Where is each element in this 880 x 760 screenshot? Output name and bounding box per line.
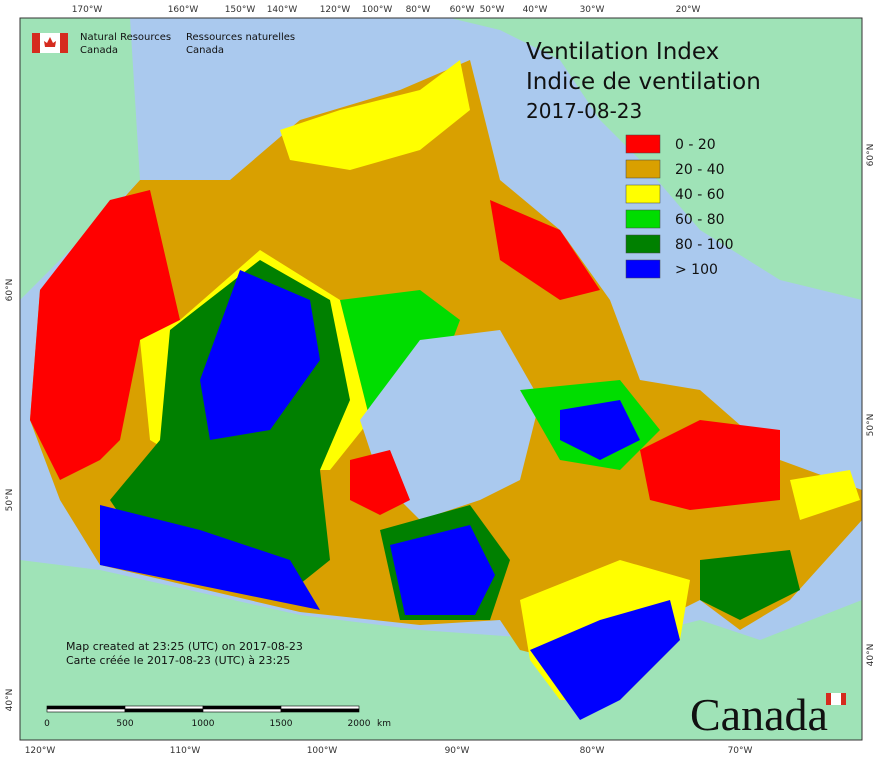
scale-segment (124, 705, 204, 710)
scale-label: 0 (44, 719, 50, 729)
legend-swatch (625, 259, 661, 279)
graticule-label: 20°W (676, 5, 701, 15)
graticule-label: 40°N (5, 689, 15, 712)
graticule-label: 120°W (25, 746, 56, 756)
scale-label: 2000 (348, 719, 371, 729)
logo: Natural Resources Canada Ressources natu… (32, 32, 295, 56)
graticule-label: 100°W (362, 5, 393, 15)
graticule-label: 70°W (728, 746, 753, 756)
graticule-label: 40°W (523, 5, 548, 15)
graticule-label: 160°W (168, 5, 199, 15)
graticule-label: 60°N (866, 144, 876, 167)
scale-label: 1500 (270, 719, 293, 729)
map-frame (19, 17, 863, 741)
region-over-100 (530, 600, 680, 720)
region-0-20 (490, 200, 600, 300)
graticule-label: 140°W (267, 5, 298, 15)
legend-label: 60 - 80 (675, 212, 725, 228)
footer-text: Map created at 23:25 (UTC) on 2017-08-23 (66, 640, 303, 653)
graticule-labels: 170°W 160°W 150°W 140°W 120°W 100°W 80°W 60°W 50… (5, 5, 876, 756)
logo-text: Ressources naturelles (186, 32, 295, 43)
graticule-label: 50°W (480, 5, 505, 15)
scale-segment (280, 705, 360, 710)
scale-segment (280, 708, 360, 713)
legend-label: 40 - 60 (675, 187, 725, 203)
maple-leaf (44, 37, 56, 47)
graticule-label: 40°N (866, 644, 876, 667)
graticule-label: 110°W (170, 746, 201, 756)
logo-text: Canada (80, 45, 118, 56)
scale-segment (124, 708, 204, 713)
legend-swatch (625, 234, 661, 254)
legend-label: 80 - 100 (675, 237, 734, 253)
region-over-100 (200, 270, 320, 440)
title: Indice de ventilation (526, 69, 761, 95)
graticule-label: 120°W (320, 5, 351, 15)
scale-segment (202, 705, 282, 710)
scale-bar: 0 500 1000 1500 2000 km (44, 705, 391, 729)
legend-label: 20 - 40 (675, 162, 725, 178)
legend-label: 0 - 20 (675, 137, 716, 153)
frame-border (19, 17, 863, 741)
graticule-label: 30°W (580, 5, 605, 15)
flag-band (32, 33, 40, 53)
graticule-label: 150°W (225, 5, 256, 15)
region-40-60 (790, 470, 860, 520)
graticule-label: 60°N (5, 279, 15, 302)
legend: 0 - 20 20 - 40 40 - 60 60 - 80 80 - 100 > 100 (625, 134, 734, 279)
date: 2017-08-23 (526, 99, 642, 123)
legend-swatch (625, 209, 661, 229)
region-0-20 (350, 450, 410, 515)
legend-swatch (625, 134, 661, 154)
graticule-label: 100°W (307, 746, 338, 756)
scale-label: 500 (116, 719, 133, 729)
scale-segment (46, 705, 126, 710)
region-over-100 (100, 505, 320, 610)
region-40-60 (280, 60, 470, 170)
graticule-label: 60°W (450, 5, 475, 15)
region-over-100 (390, 525, 495, 615)
hudson-bay (360, 330, 540, 520)
wordmark: Canada (690, 689, 846, 740)
legend-swatch (625, 184, 661, 204)
logo-text: Natural Resources (80, 32, 171, 43)
alaska (20, 18, 140, 300)
graticule-label: 170°W (72, 5, 103, 15)
region-0-20 (30, 190, 180, 480)
scale-label: 1000 (192, 719, 215, 729)
usa (20, 560, 862, 740)
title: Ventilation Index (526, 39, 719, 65)
graticule-label: 50°N (5, 489, 15, 512)
graticule-label: 50°N (866, 414, 876, 437)
legend-label: > 100 (675, 262, 718, 278)
legend-swatch (625, 159, 661, 179)
greenland (450, 18, 862, 300)
region-0-20 (640, 420, 780, 510)
graticule-label: 80°W (580, 746, 605, 756)
wordmark-flag-field (831, 693, 841, 705)
flag-band (60, 33, 68, 53)
scale-unit: km (377, 719, 391, 729)
region-over-100 (560, 400, 640, 460)
footer-text: Carte créée le 2017-08-23 (UTC) à 23:25 (66, 654, 290, 667)
wordmark-text: Canada (690, 689, 828, 740)
scale-segment (46, 708, 126, 713)
scale-segment (202, 708, 282, 713)
graticule-label: 80°W (406, 5, 431, 15)
region-80-100 (700, 550, 800, 620)
graticule-label: 90°W (445, 746, 470, 756)
logo-text: Canada (186, 45, 224, 56)
